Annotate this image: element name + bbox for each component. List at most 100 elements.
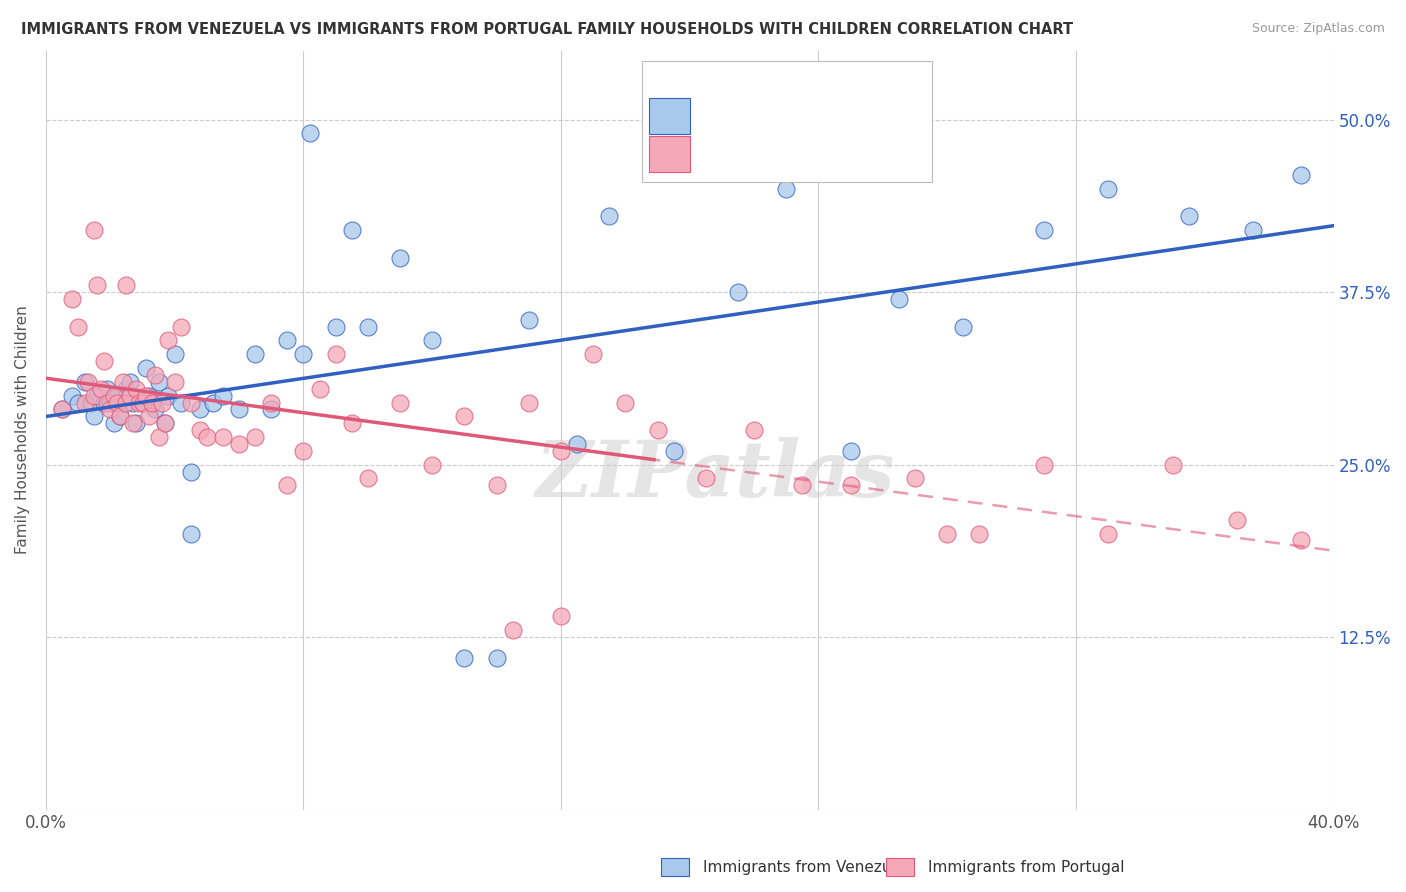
Legend: , : , bbox=[735, 60, 799, 135]
Point bbox=[260, 395, 283, 409]
Point bbox=[145, 402, 167, 417]
Point bbox=[614, 395, 637, 409]
Y-axis label: Family Households with Children: Family Households with Children bbox=[15, 306, 30, 555]
Point bbox=[170, 395, 193, 409]
FancyBboxPatch shape bbox=[648, 136, 690, 172]
Point bbox=[936, 526, 959, 541]
Point bbox=[105, 389, 128, 403]
Point bbox=[83, 409, 105, 424]
Text: IMMIGRANTS FROM VENEZUELA VS IMMIGRANTS FROM PORTUGAL FAMILY HOUSEHOLDS WITH CHI: IMMIGRANTS FROM VENEZUELA VS IMMIGRANTS … bbox=[21, 22, 1073, 37]
Point bbox=[453, 409, 475, 424]
Point bbox=[228, 402, 250, 417]
Point bbox=[118, 389, 141, 403]
Point bbox=[141, 395, 163, 409]
Point bbox=[122, 416, 145, 430]
Point bbox=[112, 375, 135, 389]
Point bbox=[340, 416, 363, 430]
Point bbox=[67, 395, 90, 409]
Text: R = -0.195: R = -0.195 bbox=[709, 149, 806, 168]
Point bbox=[695, 471, 717, 485]
Point bbox=[96, 382, 118, 396]
Point bbox=[170, 319, 193, 334]
Point bbox=[325, 347, 347, 361]
Point bbox=[105, 395, 128, 409]
Point bbox=[292, 443, 315, 458]
Point bbox=[96, 395, 118, 409]
Point bbox=[163, 375, 186, 389]
Point bbox=[420, 458, 443, 472]
Point bbox=[276, 334, 298, 348]
Point bbox=[775, 181, 797, 195]
Point bbox=[103, 416, 125, 430]
Point bbox=[86, 278, 108, 293]
Point bbox=[76, 375, 98, 389]
Point bbox=[190, 402, 212, 417]
Point bbox=[128, 395, 150, 409]
Point bbox=[153, 416, 176, 430]
Point bbox=[141, 395, 163, 409]
Point bbox=[228, 437, 250, 451]
Point bbox=[550, 443, 572, 458]
Point bbox=[582, 347, 605, 361]
Point bbox=[453, 650, 475, 665]
Point bbox=[1032, 223, 1054, 237]
Point bbox=[1226, 513, 1249, 527]
Point bbox=[98, 395, 121, 409]
Point bbox=[157, 389, 180, 403]
Point bbox=[135, 389, 157, 403]
Point bbox=[148, 375, 170, 389]
Point bbox=[122, 395, 145, 409]
Point bbox=[1291, 168, 1313, 182]
Text: Source: ZipAtlas.com: Source: ZipAtlas.com bbox=[1251, 22, 1385, 36]
Point bbox=[60, 292, 83, 306]
Point bbox=[103, 389, 125, 403]
Point bbox=[550, 609, 572, 624]
Point bbox=[80, 395, 103, 409]
Point bbox=[180, 465, 202, 479]
Point bbox=[502, 623, 524, 637]
Point bbox=[115, 395, 138, 409]
Point bbox=[389, 251, 412, 265]
Point bbox=[131, 395, 153, 409]
Point bbox=[73, 375, 96, 389]
Point bbox=[163, 347, 186, 361]
Point bbox=[727, 285, 749, 300]
Point bbox=[1291, 533, 1313, 548]
Point bbox=[389, 395, 412, 409]
Point bbox=[662, 443, 685, 458]
Text: N = 60: N = 60 bbox=[838, 108, 905, 126]
Point bbox=[148, 430, 170, 444]
Text: Immigrants from Venezuela: Immigrants from Venezuela bbox=[703, 860, 915, 874]
Point bbox=[138, 389, 160, 403]
Point bbox=[125, 382, 148, 396]
Point bbox=[1161, 458, 1184, 472]
Point bbox=[245, 430, 267, 444]
Point bbox=[108, 409, 131, 424]
Point bbox=[1032, 458, 1054, 472]
Text: ZIPatlas: ZIPatlas bbox=[536, 437, 896, 514]
Text: N = 69: N = 69 bbox=[838, 149, 905, 168]
Point bbox=[93, 354, 115, 368]
Point bbox=[839, 443, 862, 458]
Point bbox=[153, 416, 176, 430]
Point bbox=[887, 292, 910, 306]
Point bbox=[485, 478, 508, 492]
Text: R =  0.435: R = 0.435 bbox=[709, 108, 806, 126]
Point bbox=[115, 278, 138, 293]
Point bbox=[1241, 223, 1264, 237]
Point bbox=[202, 395, 225, 409]
Point bbox=[1177, 209, 1199, 223]
Point bbox=[131, 395, 153, 409]
Point bbox=[325, 319, 347, 334]
Point bbox=[357, 319, 380, 334]
Point bbox=[647, 423, 669, 437]
Point bbox=[420, 334, 443, 348]
Point bbox=[138, 409, 160, 424]
Point bbox=[517, 312, 540, 326]
Point bbox=[83, 223, 105, 237]
FancyBboxPatch shape bbox=[648, 98, 690, 134]
Point bbox=[952, 319, 974, 334]
Point bbox=[112, 395, 135, 409]
Point bbox=[245, 347, 267, 361]
Point bbox=[118, 375, 141, 389]
